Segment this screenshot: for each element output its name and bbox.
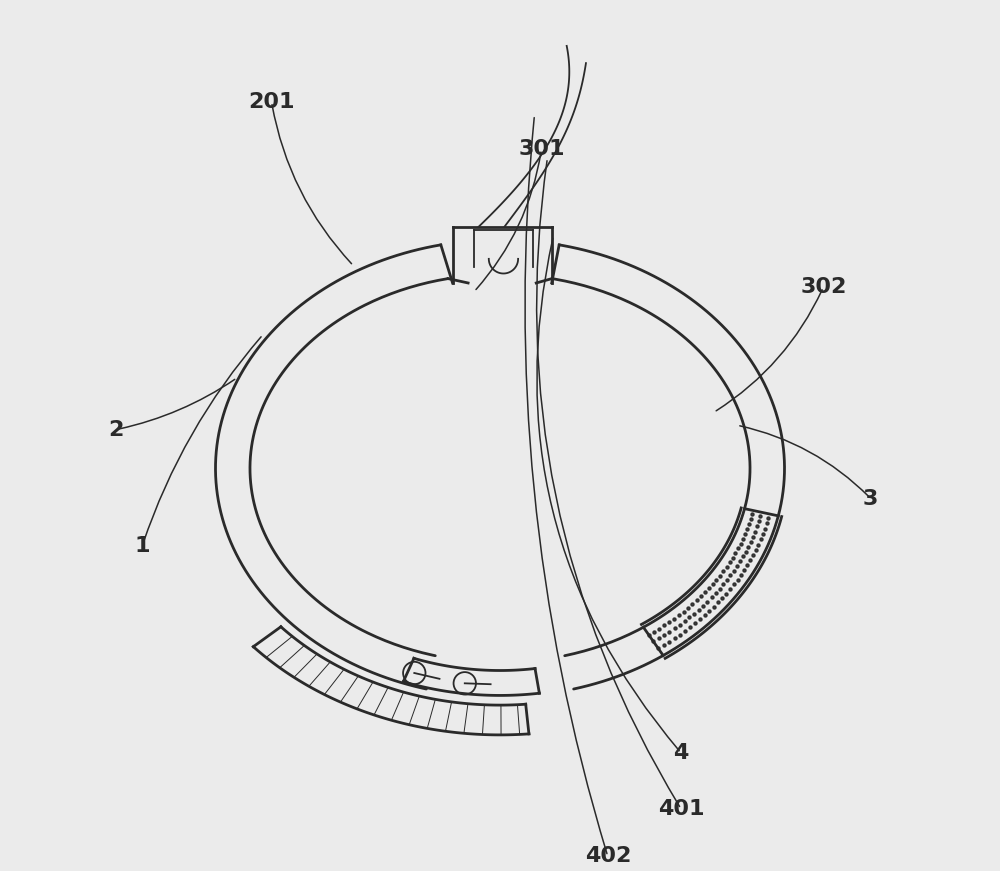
Text: 3: 3 (863, 489, 878, 509)
Text: 1: 1 (134, 536, 150, 556)
Text: 2: 2 (109, 420, 124, 440)
Text: 201: 201 (248, 92, 295, 112)
Text: 401: 401 (658, 799, 704, 819)
Text: 4: 4 (673, 743, 689, 763)
Text: 301: 301 (518, 139, 565, 159)
Text: 302: 302 (800, 277, 846, 297)
Text: 402: 402 (585, 847, 631, 867)
